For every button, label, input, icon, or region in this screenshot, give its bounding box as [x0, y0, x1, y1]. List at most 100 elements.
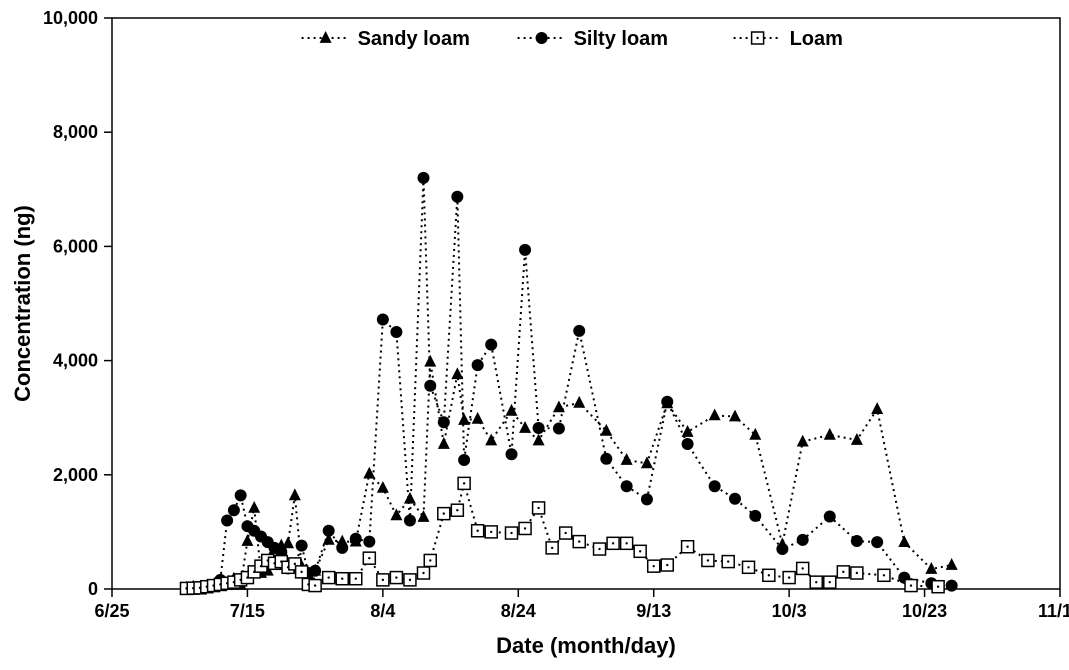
marker-square-dot — [476, 530, 478, 532]
x-tick-label: 8/4 — [370, 601, 395, 621]
marker-triangle-icon — [946, 558, 958, 570]
marker-square-dot — [598, 548, 600, 550]
x-tick-label: 10/3 — [772, 601, 807, 621]
marker-triangle-icon — [320, 31, 332, 43]
marker-circle-icon — [228, 504, 240, 516]
y-tick-label: 6,000 — [53, 236, 98, 256]
marker-circle-icon — [438, 416, 450, 428]
marker-square-dot — [937, 586, 939, 588]
marker-circle-icon — [424, 380, 436, 392]
marker-square-dot — [842, 571, 844, 573]
marker-circle-icon — [851, 535, 863, 547]
marker-square-dot — [612, 542, 614, 544]
marker-square-dot — [456, 509, 458, 511]
marker-circle-icon — [946, 580, 958, 592]
marker-circle-icon — [323, 525, 335, 537]
marker-circle-icon — [235, 489, 247, 501]
marker-square-dot — [707, 559, 709, 561]
marker-square-dot — [409, 579, 411, 581]
marker-circle-icon — [661, 396, 673, 408]
marker-square-dot — [666, 564, 668, 566]
marker-square-dot — [490, 531, 492, 533]
y-tick-label: 4,000 — [53, 351, 98, 371]
marker-circle-icon — [472, 359, 484, 371]
marker-triangle-icon — [797, 435, 809, 447]
y-tick-label: 0 — [88, 579, 98, 599]
marker-triangle-icon — [729, 410, 741, 422]
marker-circle-icon — [485, 339, 497, 351]
marker-circle-icon — [729, 493, 741, 505]
marker-triangle-icon — [417, 510, 429, 522]
marker-circle-icon — [506, 448, 518, 460]
marker-circle-icon — [573, 325, 585, 337]
marker-circle-icon — [536, 32, 548, 44]
marker-square-dot — [463, 482, 465, 484]
marker-circle-icon — [749, 510, 761, 522]
marker-circle-icon — [519, 244, 531, 256]
marker-square-dot — [355, 578, 357, 580]
concentration-chart: 02,0004,0006,0008,00010,0006/257/158/48/… — [0, 0, 1069, 670]
marker-triangle-icon — [824, 428, 836, 440]
marker-circle-icon — [533, 422, 545, 434]
marker-square-dot — [314, 584, 316, 586]
marker-triangle-icon — [248, 501, 260, 513]
marker-triangle-icon — [438, 437, 450, 449]
marker-circle-icon — [404, 514, 416, 526]
marker-circle-icon — [390, 326, 402, 338]
marker-square-dot — [510, 532, 512, 534]
series-silty — [214, 172, 957, 592]
marker-triangle-icon — [898, 535, 910, 547]
marker-square-dot — [829, 581, 831, 583]
marker-triangle-icon — [871, 402, 883, 414]
marker-triangle-icon — [282, 536, 294, 548]
marker-square-dot — [294, 563, 296, 565]
marker-square-dot — [856, 572, 858, 574]
series-silty-line — [220, 178, 951, 586]
marker-triangle-icon — [553, 400, 565, 412]
marker-square-dot — [686, 546, 688, 548]
marker-circle-icon — [797, 534, 809, 546]
x-tick-label: 8/24 — [501, 601, 536, 621]
y-tick-label: 10,000 — [43, 8, 98, 28]
marker-triangle-icon — [851, 433, 863, 445]
marker-square-dot — [382, 579, 384, 581]
marker-square-dot — [747, 566, 749, 568]
marker-triangle-icon — [458, 413, 470, 425]
marker-triangle-icon — [600, 424, 612, 436]
x-axis-title: Date (month/day) — [496, 633, 676, 658]
marker-triangle-icon — [485, 434, 497, 446]
marker-square-dot — [368, 557, 370, 559]
x-tick-label: 7/15 — [230, 601, 265, 621]
marker-square-dot — [578, 540, 580, 542]
marker-square-dot — [801, 567, 803, 569]
legend-label: Loam — [790, 28, 843, 50]
marker-square-dot — [727, 560, 729, 562]
x-tick-label: 9/13 — [636, 601, 671, 621]
marker-square-dot — [883, 574, 885, 576]
marker-circle-icon — [641, 493, 653, 505]
marker-square-dot — [653, 565, 655, 567]
marker-triangle-icon — [682, 425, 694, 437]
marker-square-dot — [395, 576, 397, 578]
x-tick-label: 11/12 — [1038, 601, 1069, 621]
marker-square-dot — [537, 507, 539, 509]
marker-square-dot — [341, 578, 343, 580]
marker-square-dot — [429, 559, 431, 561]
marker-square-dot — [815, 581, 817, 583]
marker-triangle-icon — [621, 453, 633, 465]
marker-square-dot — [300, 571, 302, 573]
marker-triangle-icon — [573, 396, 585, 408]
y-tick-label: 2,000 — [53, 465, 98, 485]
marker-triangle-icon — [506, 404, 518, 416]
marker-circle-icon — [377, 313, 389, 325]
marker-circle-icon — [417, 172, 429, 184]
marker-circle-icon — [350, 533, 362, 545]
marker-square-dot — [524, 527, 526, 529]
marker-triangle-icon — [641, 456, 653, 468]
marker-triangle-icon — [289, 488, 301, 500]
marker-square-dot — [768, 574, 770, 576]
marker-square-dot — [443, 512, 445, 514]
marker-circle-icon — [709, 480, 721, 492]
x-tick-label: 10/23 — [902, 601, 947, 621]
marker-circle-icon — [824, 510, 836, 522]
